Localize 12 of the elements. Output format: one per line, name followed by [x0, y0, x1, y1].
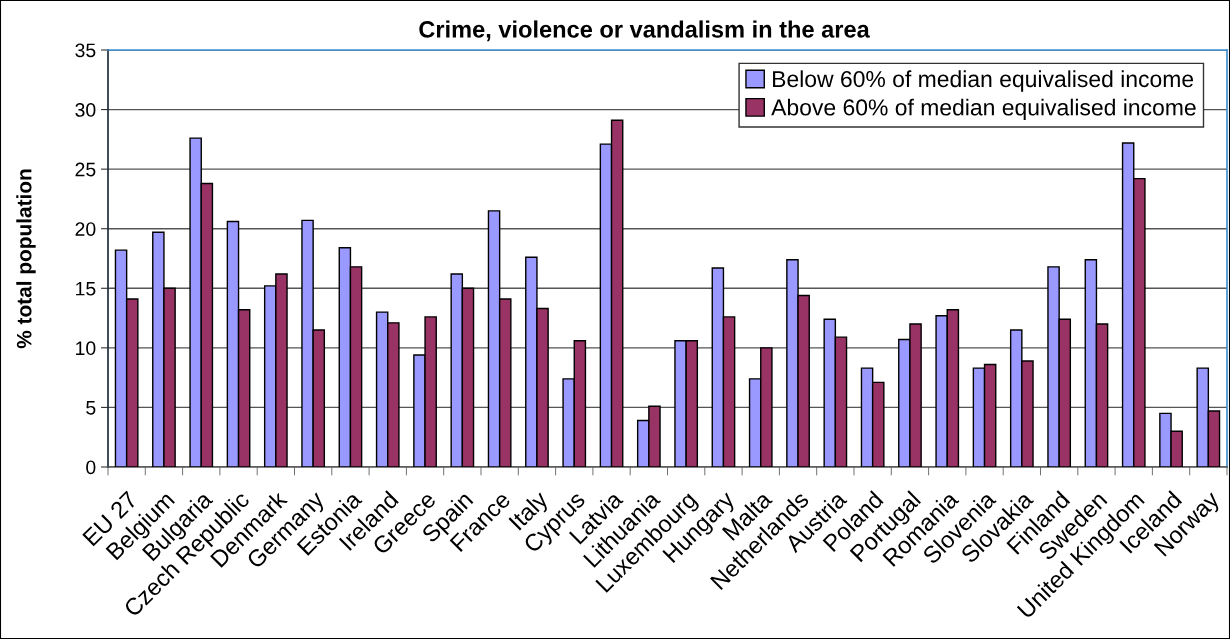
- y-tick-label: 15: [76, 281, 96, 296]
- chart-title: Crime, violence or vandalism in the area: [419, 20, 870, 42]
- y-tick-label: 30: [75, 103, 96, 117]
- y-tick-label: 0: [86, 460, 96, 475]
- y-tick-label: 35: [75, 43, 96, 58]
- y-tick-label: 20: [75, 222, 96, 236]
- y-tick-label: 5: [86, 401, 96, 415]
- legend-label: Above 60% of median equivalised income: [771, 98, 1196, 121]
- y-tick-label: 10: [76, 341, 96, 356]
- y-tick-label: 25: [75, 162, 96, 177]
- legend-label: Below 60% of median equivalised income: [773, 70, 1194, 92]
- y-axis-title: % total population: [16, 169, 36, 349]
